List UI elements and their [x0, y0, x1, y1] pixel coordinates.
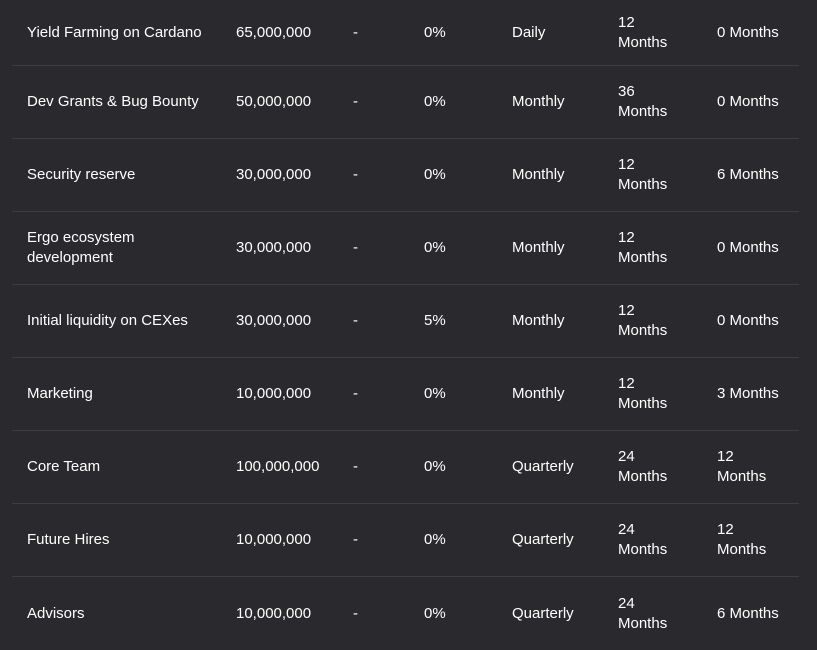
- token-amount: 65,000,000: [236, 23, 312, 41]
- tge-unlock: 0%: [424, 239, 446, 256]
- cliff-period: 6 Months: [717, 604, 779, 622]
- cliff-period: 12 Months: [717, 448, 767, 485]
- empty-value: -: [353, 531, 358, 548]
- table-row: Core Team 100,000,000 - 0% Quarterly 24 M…: [12, 431, 799, 504]
- unlock-frequency: Monthly: [512, 239, 565, 256]
- table-row: Marketing 10,000,000 - 0% Monthly 12 Mont…: [12, 358, 799, 431]
- tge-unlock: 0%: [424, 166, 446, 183]
- allocation-name: Security reserve: [27, 166, 136, 183]
- vesting-period: 24 Months: [618, 521, 668, 558]
- table-row: Ergo ecosystem development 30,000,000 - …: [12, 212, 799, 285]
- cliff-period: 6 Months: [717, 166, 779, 183]
- token-amount: 30,000,000: [236, 166, 312, 183]
- vesting-period: 12 Months: [618, 229, 668, 266]
- cliff-period: 3 Months: [717, 385, 779, 402]
- allocation-name: Future Hires: [27, 531, 110, 548]
- empty-value: -: [353, 23, 358, 41]
- allocation-name: Advisors: [27, 604, 85, 622]
- token-amount: 50,000,000: [236, 93, 312, 110]
- unlock-frequency: Quarterly: [512, 531, 574, 548]
- vesting-period: 12 Months: [618, 375, 668, 412]
- vesting-period: 36 Months: [618, 83, 668, 120]
- cliff-period: 0 Months: [717, 23, 779, 41]
- token-amount: 10,000,000: [236, 531, 312, 548]
- unlock-frequency: Quarterly: [512, 458, 574, 475]
- tge-unlock: 0%: [424, 385, 446, 402]
- table-row: Yield Farming on Cardano 65,000,000 - 0%…: [12, 0, 799, 66]
- cliff-period: 0 Months: [717, 239, 779, 256]
- empty-value: -: [353, 604, 358, 622]
- allocation-name: Marketing: [27, 385, 93, 402]
- unlock-frequency: Monthly: [512, 93, 565, 110]
- vesting-period: 12 Months: [618, 13, 668, 51]
- token-amount: 10,000,000: [236, 385, 312, 402]
- tge-unlock: 0%: [424, 23, 446, 41]
- empty-value: -: [353, 239, 358, 256]
- table-row: Future Hires 10,000,000 - 0% Quarterly 2…: [12, 504, 799, 577]
- vesting-period: 24 Months: [618, 448, 668, 485]
- allocation-name: Ergo ecosystem development: [27, 229, 135, 266]
- vesting-period: 24 Months: [618, 594, 668, 632]
- unlock-frequency: Quarterly: [512, 604, 574, 622]
- cliff-period: 0 Months: [717, 93, 779, 110]
- tge-unlock: 0%: [424, 531, 446, 548]
- table-row: Initial liquidity on CEXes 30,000,000 - …: [12, 285, 799, 358]
- unlock-frequency: Daily: [512, 23, 546, 41]
- vesting-period: 12 Months: [618, 156, 668, 193]
- token-amount: 100,000,000: [236, 458, 320, 475]
- allocation-name: Initial liquidity on CEXes: [27, 312, 188, 329]
- cliff-period: 0 Months: [717, 312, 779, 329]
- tge-unlock: 0%: [424, 458, 446, 475]
- vesting-period: 12 Months: [618, 302, 668, 339]
- tge-unlock: 0%: [424, 93, 446, 110]
- cliff-period: 12 Months: [717, 521, 767, 558]
- empty-value: -: [353, 385, 358, 402]
- empty-value: -: [353, 93, 358, 110]
- empty-value: -: [353, 166, 358, 183]
- table-row: Security reserve 30,000,000 - 0% Monthly…: [12, 139, 799, 212]
- tge-unlock: 0%: [424, 604, 446, 622]
- table-row: Dev Grants & Bug Bounty 50,000,000 - 0% …: [12, 66, 799, 139]
- allocation-name: Dev Grants & Bug Bounty: [27, 93, 199, 110]
- unlock-frequency: Monthly: [512, 312, 565, 329]
- unlock-frequency: Monthly: [512, 385, 565, 402]
- empty-value: -: [353, 312, 358, 329]
- token-amount: 30,000,000: [236, 312, 312, 329]
- tge-unlock: 5%: [424, 312, 446, 329]
- tokenomics-table: Yield Farming on Cardano 65,000,000 - 0%…: [12, 0, 799, 650]
- token-amount: 30,000,000: [236, 239, 312, 256]
- unlock-frequency: Monthly: [512, 166, 565, 183]
- allocation-name: Core Team: [27, 458, 101, 475]
- empty-value: -: [353, 458, 358, 475]
- table-row: Advisors 10,000,000 - 0% Quarterly 24 Mon…: [12, 577, 799, 650]
- allocation-name: Yield Farming on Cardano: [27, 23, 202, 41]
- token-amount: 10,000,000: [236, 604, 312, 622]
